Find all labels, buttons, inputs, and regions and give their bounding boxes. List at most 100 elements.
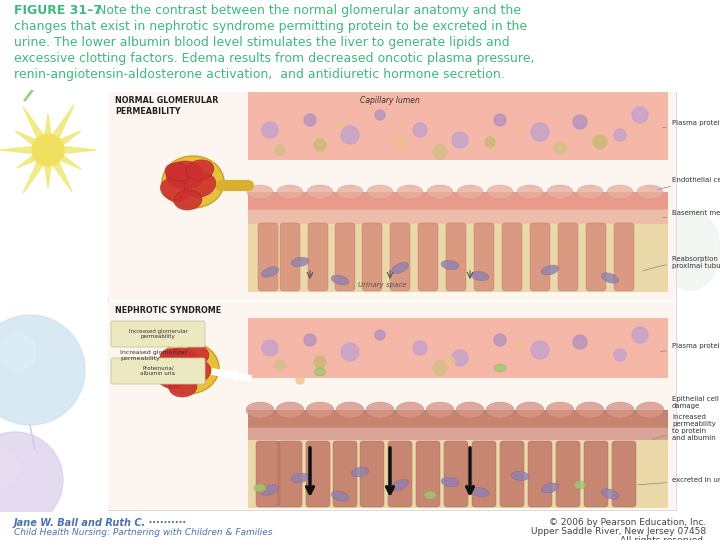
- Ellipse shape: [577, 185, 603, 199]
- Ellipse shape: [637, 185, 663, 199]
- Circle shape: [32, 134, 64, 166]
- FancyBboxPatch shape: [256, 441, 280, 507]
- Text: Jane W. Ball and Ruth C. ··········: Jane W. Ball and Ruth C. ··········: [14, 518, 187, 528]
- Bar: [108, 302, 676, 510]
- Circle shape: [614, 349, 626, 361]
- Ellipse shape: [331, 491, 348, 501]
- Circle shape: [494, 114, 506, 126]
- Text: Proteinuria/
albumin uria: Proteinuria/ albumin uria: [140, 366, 176, 376]
- FancyBboxPatch shape: [280, 223, 300, 291]
- Text: Upper Saddle River, New Jersey 07458: Upper Saddle River, New Jersey 07458: [531, 527, 706, 536]
- Circle shape: [0, 334, 36, 370]
- Ellipse shape: [471, 487, 489, 497]
- Text: Urinary space: Urinary space: [358, 282, 407, 288]
- Ellipse shape: [307, 185, 333, 199]
- Circle shape: [304, 114, 316, 126]
- Circle shape: [413, 341, 427, 355]
- Text: NORMAL GLOMERULAR
PERMEABILITY: NORMAL GLOMERULAR PERMEABILITY: [115, 96, 218, 116]
- Ellipse shape: [396, 402, 424, 418]
- Ellipse shape: [276, 402, 304, 418]
- Circle shape: [296, 376, 304, 384]
- Bar: [108, 92, 676, 510]
- FancyBboxPatch shape: [472, 441, 496, 507]
- Polygon shape: [23, 147, 53, 193]
- Circle shape: [336, 121, 344, 129]
- Text: urine. The lower albumin blood level stimulates the liver to generate lipids and: urine. The lower albumin blood level sti…: [14, 36, 510, 49]
- Circle shape: [632, 327, 648, 343]
- Circle shape: [516, 341, 524, 349]
- Ellipse shape: [574, 481, 586, 489]
- Polygon shape: [43, 114, 53, 150]
- FancyBboxPatch shape: [278, 441, 302, 507]
- Polygon shape: [45, 131, 81, 154]
- Text: Note the contrast between the normal glomerular anatomy and the: Note the contrast between the normal glo…: [81, 4, 521, 17]
- FancyBboxPatch shape: [418, 223, 438, 291]
- Circle shape: [445, 357, 455, 367]
- Ellipse shape: [392, 480, 408, 490]
- Polygon shape: [43, 150, 53, 188]
- Bar: [0, 512, 720, 540]
- Ellipse shape: [456, 402, 484, 418]
- FancyBboxPatch shape: [388, 441, 412, 507]
- Ellipse shape: [601, 273, 618, 284]
- FancyBboxPatch shape: [111, 358, 205, 384]
- Bar: [248, 192, 668, 210]
- Circle shape: [0, 0, 55, 55]
- Bar: [248, 209, 668, 225]
- FancyBboxPatch shape: [308, 223, 328, 291]
- Ellipse shape: [541, 483, 559, 493]
- FancyBboxPatch shape: [333, 441, 357, 507]
- Circle shape: [0, 454, 19, 482]
- Circle shape: [531, 123, 549, 141]
- FancyBboxPatch shape: [614, 223, 634, 291]
- Circle shape: [516, 124, 524, 132]
- FancyBboxPatch shape: [474, 223, 494, 291]
- Ellipse shape: [306, 402, 334, 418]
- Ellipse shape: [291, 473, 309, 483]
- Ellipse shape: [181, 346, 209, 366]
- Polygon shape: [23, 107, 53, 152]
- Circle shape: [395, 137, 405, 147]
- FancyBboxPatch shape: [444, 441, 468, 507]
- FancyBboxPatch shape: [362, 223, 382, 291]
- Ellipse shape: [487, 185, 513, 199]
- Ellipse shape: [660, 210, 720, 290]
- Circle shape: [341, 126, 359, 144]
- Ellipse shape: [184, 173, 216, 197]
- Text: Basement membrane: Basement membrane: [663, 210, 720, 218]
- Circle shape: [262, 122, 278, 138]
- Bar: [108, 92, 676, 300]
- Text: Reabsorption by
proximal tubules: Reabsorption by proximal tubules: [643, 256, 720, 271]
- Ellipse shape: [161, 178, 189, 201]
- Ellipse shape: [441, 477, 459, 487]
- Ellipse shape: [160, 349, 186, 367]
- Text: © 2006 by Pearson Education, Inc.: © 2006 by Pearson Education, Inc.: [549, 518, 706, 527]
- Text: Plasma proteins: Plasma proteins: [662, 120, 720, 127]
- Circle shape: [262, 340, 278, 356]
- FancyBboxPatch shape: [500, 441, 524, 507]
- Ellipse shape: [261, 267, 279, 277]
- Ellipse shape: [367, 185, 393, 199]
- Circle shape: [632, 107, 648, 123]
- Circle shape: [554, 142, 566, 154]
- Circle shape: [314, 356, 326, 368]
- Ellipse shape: [494, 364, 506, 372]
- Ellipse shape: [601, 489, 618, 500]
- Text: excessive clotting factors. Edema results from decreased oncotic plasma pressure: excessive clotting factors. Edema result…: [14, 52, 534, 65]
- Circle shape: [0, 432, 63, 528]
- Ellipse shape: [392, 262, 408, 274]
- Circle shape: [341, 343, 359, 361]
- Circle shape: [485, 137, 495, 147]
- Text: FIGURE 31–7: FIGURE 31–7: [14, 4, 102, 17]
- Ellipse shape: [336, 402, 364, 418]
- Ellipse shape: [261, 485, 279, 495]
- Circle shape: [614, 129, 626, 141]
- Ellipse shape: [607, 185, 633, 199]
- FancyBboxPatch shape: [584, 441, 608, 507]
- Ellipse shape: [246, 402, 274, 418]
- Circle shape: [314, 139, 326, 151]
- FancyBboxPatch shape: [556, 441, 580, 507]
- FancyBboxPatch shape: [586, 223, 606, 291]
- Text: All rights reserved.: All rights reserved.: [620, 536, 706, 540]
- Ellipse shape: [169, 377, 197, 397]
